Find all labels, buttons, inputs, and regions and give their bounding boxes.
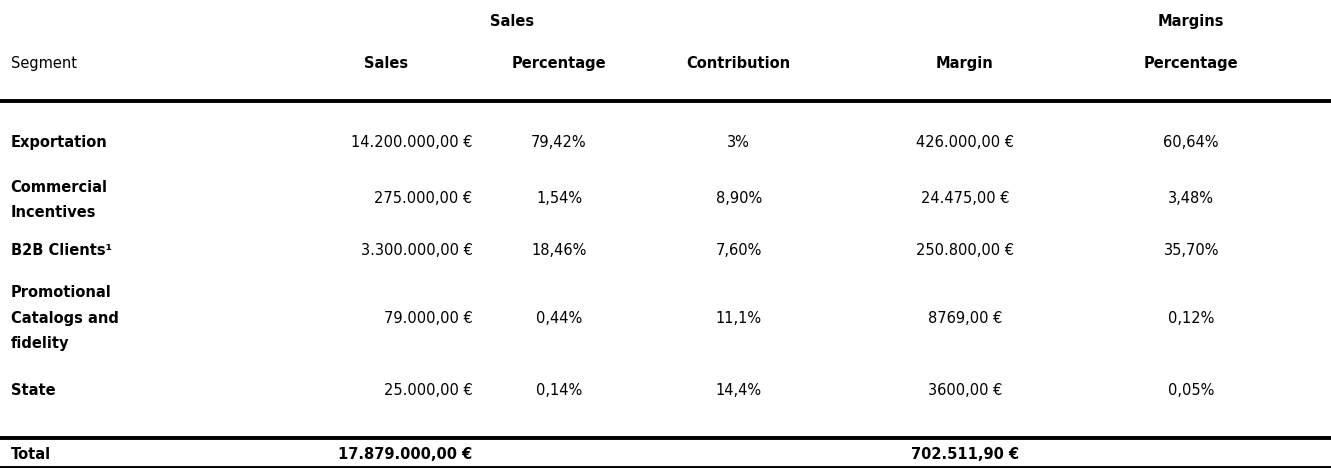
- Text: 8,90%: 8,90%: [716, 191, 761, 206]
- Text: 14.200.000,00 €: 14.200.000,00 €: [351, 135, 473, 150]
- Text: Margin: Margin: [936, 56, 994, 71]
- Text: 25.000,00 €: 25.000,00 €: [383, 383, 473, 398]
- Text: Sales: Sales: [363, 56, 409, 71]
- Text: 35,70%: 35,70%: [1163, 243, 1219, 258]
- Text: Promotional: Promotional: [11, 285, 112, 300]
- Text: 14,4%: 14,4%: [716, 383, 761, 398]
- Text: 8769,00 €: 8769,00 €: [928, 311, 1002, 326]
- Text: 250.800,00 €: 250.800,00 €: [916, 243, 1014, 258]
- Text: Sales: Sales: [490, 14, 535, 29]
- Text: fidelity: fidelity: [11, 336, 69, 351]
- Text: 79,42%: 79,42%: [531, 135, 587, 150]
- Text: Catalogs and: Catalogs and: [11, 311, 118, 326]
- Text: Commercial: Commercial: [11, 180, 108, 195]
- Text: 18,46%: 18,46%: [531, 243, 587, 258]
- Text: 0,05%: 0,05%: [1169, 383, 1214, 398]
- Text: 79.000,00 €: 79.000,00 €: [383, 311, 473, 326]
- Text: Exportation: Exportation: [11, 135, 108, 150]
- Text: 3,48%: 3,48%: [1169, 191, 1214, 206]
- Text: Total: Total: [11, 447, 51, 462]
- Text: 3600,00 €: 3600,00 €: [928, 383, 1002, 398]
- Text: Percentage: Percentage: [511, 56, 607, 71]
- Text: 1,54%: 1,54%: [536, 191, 582, 206]
- Text: 3%: 3%: [727, 135, 751, 150]
- Text: 0,12%: 0,12%: [1169, 311, 1214, 326]
- Text: Percentage: Percentage: [1143, 56, 1239, 71]
- Text: 702.511,90 €: 702.511,90 €: [910, 447, 1020, 462]
- Text: 0,14%: 0,14%: [536, 383, 582, 398]
- Text: Margins: Margins: [1158, 14, 1225, 29]
- Text: 3.300.000,00 €: 3.300.000,00 €: [361, 243, 473, 258]
- Text: 60,64%: 60,64%: [1163, 135, 1219, 150]
- Text: B2B Clients¹: B2B Clients¹: [11, 243, 112, 258]
- Text: Contribution: Contribution: [687, 56, 791, 71]
- Text: 11,1%: 11,1%: [716, 311, 761, 326]
- Text: 24.475,00 €: 24.475,00 €: [921, 191, 1009, 206]
- Text: Segment: Segment: [11, 56, 77, 71]
- Text: Incentives: Incentives: [11, 205, 96, 220]
- Text: 7,60%: 7,60%: [716, 243, 761, 258]
- Text: 275.000,00 €: 275.000,00 €: [374, 191, 473, 206]
- Text: State: State: [11, 383, 56, 398]
- Text: 426.000,00 €: 426.000,00 €: [916, 135, 1014, 150]
- Text: 0,44%: 0,44%: [536, 311, 582, 326]
- Text: 17.879.000,00 €: 17.879.000,00 €: [338, 447, 473, 462]
